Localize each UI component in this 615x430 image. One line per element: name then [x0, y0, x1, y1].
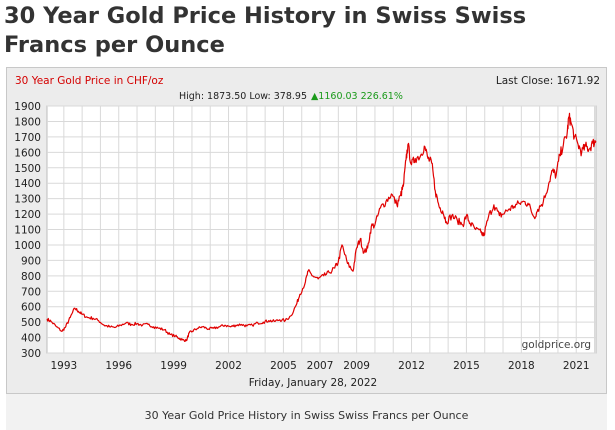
x-tick-label: 2012: [398, 360, 425, 372]
y-tick-label: 500: [21, 317, 41, 329]
y-tick-label: 1900: [14, 101, 41, 113]
x-tick-label: 1993: [50, 360, 77, 372]
caption-strip: 30 Year Gold Price History in Swiss Swis…: [6, 394, 607, 430]
chart-container: 30 Year Gold Price in CHF/oz Last Close:…: [6, 67, 607, 394]
high-low-text: High: 1873.50 Low: 378.95: [179, 91, 307, 102]
y-tick-label: 1700: [14, 132, 41, 144]
y-tick-label: 1600: [14, 147, 41, 159]
x-tick-label: 1999: [160, 360, 187, 372]
chart-title: 30 Year Gold Price in CHF/oz: [15, 75, 164, 87]
y-tick-label: 1200: [14, 209, 41, 221]
y-tick-label: 1400: [14, 178, 41, 190]
x-tick-label: 1996: [105, 360, 132, 372]
change-stat: ▲1160.03 226.61%: [311, 91, 403, 102]
y-axis-ticks: 300 400 500 600 700 800 900 1000 1100 1200 1300 140…: [14, 101, 41, 360]
y-tick-label: 700: [21, 286, 41, 298]
high-low-stat: High: 1873.50 Low: 378.95: [179, 91, 307, 102]
last-close-label: Last Close: 1671.92: [496, 75, 600, 87]
x-axis-ticks: 1993 1996 1999 2002 2005 2007 2009 2012 2015 2018…: [50, 360, 589, 372]
x-tick-label: 2015: [453, 360, 480, 372]
x-tick-label: 2018: [508, 360, 535, 372]
x-tick-label: 2002: [215, 360, 242, 372]
y-tick-label: 1000: [14, 240, 41, 252]
gold-price-chart: 30 Year Gold Price in CHF/oz Last Close:…: [14, 75, 600, 389]
y-tick-label: 800: [21, 271, 41, 283]
y-tick-label: 300: [21, 348, 41, 360]
x-tick-label: 2005: [270, 360, 297, 372]
y-tick-label: 1100: [14, 225, 41, 237]
y-tick-label: 1800: [14, 116, 41, 128]
y-tick-label: 600: [21, 302, 41, 314]
x-tick-label: 2009: [343, 360, 370, 372]
y-tick-label: 400: [21, 333, 41, 345]
page-title: 30 Year Gold Price History in Swiss Swis…: [4, 3, 527, 58]
x-tick-label: 2007: [307, 360, 334, 372]
watermark-text: goldprice.org: [522, 339, 591, 351]
series-layer: [46, 112, 597, 342]
x-tick-label: 2021: [563, 360, 590, 372]
y-tick-label: 900: [21, 255, 41, 267]
figure-caption: 30 Year Gold Price History in Swiss Swis…: [144, 409, 469, 422]
grid-lines: [47, 105, 596, 354]
date-label: Friday, January 28, 2022: [249, 377, 377, 389]
y-tick-label: 1500: [14, 163, 41, 175]
series-line: [46, 112, 597, 342]
change-text: ▲1160.03 226.61%: [311, 91, 403, 102]
y-tick-label: 1300: [14, 194, 41, 206]
